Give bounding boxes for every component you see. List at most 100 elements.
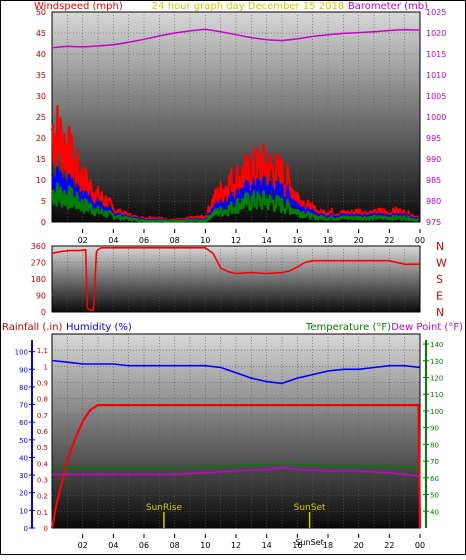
climate-x-tick-label: 12 [231,541,241,550]
dewpoint-line [52,467,421,477]
temperature-axis-label: Temperature (°F) [305,322,391,333]
humidity-tick-label: 10 [19,507,28,515]
humidity-tick-label: 20 [19,490,28,498]
temperature-y-ticks: 40 50 60 70 80 90 100 110 120 130 140 [423,341,443,516]
climate-grid [52,334,420,528]
wind-direction-line [51,247,420,311]
wind-x-tick-label: 16 [292,236,302,245]
climate-x-tick-label: 06 [139,541,149,550]
humidity-y-ticks: 0 10 20 30 40 50 60 70 80 90 100 [15,349,35,533]
rainfall-tick-label: 0.3 [37,477,48,485]
compass-label: S [436,273,443,286]
wind-x-tick-label: 18 [323,236,333,245]
sun-markers: SunRise SunSet SunSet [146,503,326,547]
temperature-tick-label: 120 [430,374,443,382]
humidity-tick-label: 70 [19,402,28,410]
humidity-line [51,359,421,385]
climate-x-tick-label: 10 [200,541,210,550]
direction-tick-label: 270 [31,259,46,268]
wind-x-tick-label: 02 [78,236,88,245]
climate-x-tick-label: 20 [354,541,364,550]
direction-tick-label: 0 [41,308,46,317]
wind-x-tick-label: 00 [415,236,425,245]
temperature-tick-label: 60 [430,475,439,483]
rainfall-tick-label: 0.6 [37,428,49,436]
rainfall-tick-label: 1 [44,363,48,371]
temperature-tick-label: 130 [430,358,443,366]
rainfall-tick-label: 0.4 [37,460,49,468]
barometer-tick-label: 975 [426,218,441,227]
humidity-tick-label: 50 [19,437,28,445]
climate-x-tick-label: 04 [108,541,118,550]
wind-x-tick-label: 12 [231,236,241,245]
rainfall-tick-label: 0.9 [37,380,48,388]
barometer-tick-label: 1020 [426,29,446,38]
climate-x-tick-label: 08 [170,541,180,550]
wind-x-tick-label: 20 [354,236,364,245]
rainfall-tick-label: 0.8 [37,396,48,404]
barometer-tick-label: 1025 [426,8,446,17]
temperature-tick-label: 80 [430,441,439,449]
humidity-tick-label: 30 [19,472,28,480]
temperature-tick-label: 100 [430,408,443,416]
temperature-line [52,462,421,469]
barometer-tick-label: 980 [426,197,441,206]
climate-x-tick-label: 22 [384,541,394,550]
windspeed-tick-label: 20 [36,134,46,143]
barometer-line [51,28,421,49]
climate-x-tick-label: 14 [262,541,272,550]
chart-title: 24 hour graph day December 15 2018 [152,1,344,12]
climate-x-ticks: 02 04 06 08 10 12 14 16 18 20 22 00 [78,534,425,550]
barometer-tick-label: 1015 [426,50,446,59]
barometer-y-ticks: 975 980 985 990 995 1000 1005 1010 1015 1020 1025 [426,8,446,227]
humidity-tick-label: 0 [24,525,28,533]
compass-label: N [436,306,444,319]
wind-x-tick-label: 14 [262,236,272,245]
barometer-tick-label: 1010 [426,71,446,80]
barometer-tick-label: 1005 [426,92,446,101]
windspeed-tick-label: 50 [36,8,46,17]
temperature-tick-label: 90 [430,425,439,433]
barometer-tick-label: 995 [426,134,441,143]
direction-series [51,247,420,311]
direction-tick-label: 360 [31,242,46,251]
windspeed-tick-label: 40 [36,50,46,59]
humidity-tick-label: 90 [19,366,28,374]
compass-label: E [436,290,443,303]
wind-x-tick-label: 08 [170,236,180,245]
windspeed-tick-label: 5 [41,197,46,206]
sunset-axis-label: SunSet [295,538,323,547]
windspeed-tick-label: 15 [36,155,46,164]
humidity-tick-label: 100 [15,349,28,357]
temperature-tick-label: 140 [430,341,443,349]
rainfall-tick-label: 0.2 [37,493,48,501]
humidity-tick-label: 40 [19,454,28,462]
dewpoint-axis-label: Dew Point (°F) [391,322,463,333]
rainfall-tick-label: 0.7 [37,412,48,420]
rainfall-tick-label: 0 [44,525,48,533]
windspeed-tick-label: 0 [41,218,46,227]
wind-speed-line [50,182,420,223]
windspeed-tick-label: 35 [36,71,46,80]
rainfall-tick-label: 0.5 [37,444,48,452]
windspeed-tick-label: 45 [36,29,46,38]
rainfall-y-ticks: 0 0.1 0.2 0.3 0.4 0.5 0.6 0.7 0.8 0.9 1 1.1 [37,347,49,533]
direction-tick-label: 180 [31,275,46,284]
temperature-tick-label: 70 [430,458,439,466]
climate-x-tick-label: 02 [78,541,88,550]
wind-series [50,28,421,223]
temperature-tick-label: 40 [430,508,439,516]
compass-label: N [436,240,444,253]
rainfall-line [50,404,422,529]
sunrise-label: SunRise [146,503,183,513]
rainfall-tick-label: 1.1 [37,347,48,355]
barometer-tick-label: 990 [426,155,441,164]
humidity-tick-label: 80 [19,384,28,392]
temperature-tick-label: 50 [430,492,439,500]
wind-x-ticks: 02 04 06 08 10 12 14 16 18 20 22 00 [78,229,425,245]
wind-x-tick-label: 10 [200,236,210,245]
rainfall-axis-label: Rainfall (.in) [2,322,63,333]
humidity-axis-label: Humidity (%) [66,322,132,333]
humidity-tick-label: 60 [19,419,28,427]
